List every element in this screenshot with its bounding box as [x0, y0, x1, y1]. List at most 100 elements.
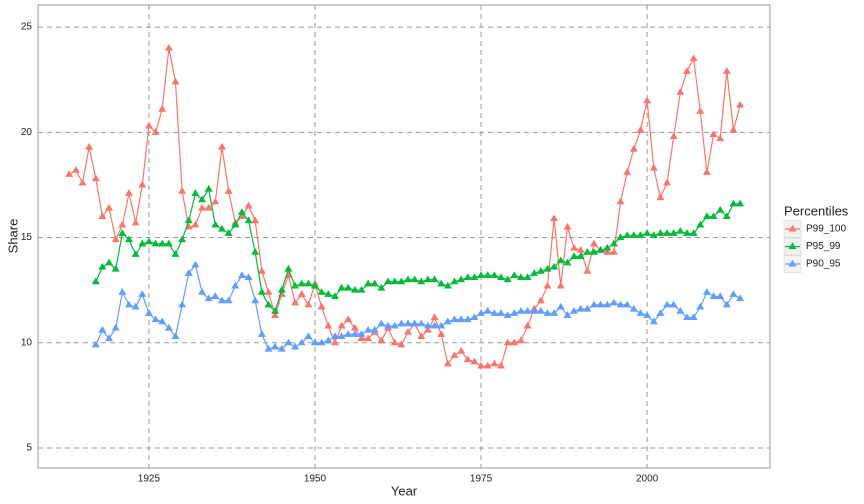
- data-point: [470, 357, 479, 365]
- data-point: [231, 220, 240, 228]
- data-point: [510, 338, 519, 346]
- data-point: [629, 304, 638, 312]
- panel: [37, 4, 771, 469]
- data-point: [629, 144, 638, 152]
- data-point: [191, 220, 200, 228]
- data-point: [324, 336, 333, 344]
- data-point: [111, 264, 120, 272]
- data-point: [689, 54, 698, 62]
- data-point: [669, 300, 678, 308]
- legend-label: P99_100: [806, 224, 846, 235]
- legend-marker: [788, 259, 797, 267]
- data-point: [224, 187, 233, 194]
- data-point: [91, 340, 100, 348]
- data-point: [397, 319, 406, 327]
- data-point: [589, 248, 598, 255]
- y-tick-label: 5: [26, 443, 32, 454]
- data-point: [643, 311, 652, 318]
- data-point: [609, 248, 618, 255]
- data-point: [164, 323, 173, 331]
- data-point: [237, 271, 246, 278]
- data-point: [297, 290, 306, 297]
- data-point: [576, 245, 585, 253]
- legend-label: P90_95: [806, 259, 841, 270]
- data-point: [98, 262, 107, 270]
- data-point: [78, 178, 87, 186]
- data-point: [91, 277, 100, 285]
- data-point: [623, 300, 632, 308]
- series-line: [68, 48, 741, 367]
- data-point: [736, 199, 745, 207]
- data-point: [317, 302, 326, 310]
- data-point: [118, 288, 127, 295]
- data-point: [277, 344, 286, 352]
- data-point: [656, 229, 665, 236]
- data-point: [483, 271, 492, 278]
- data-point: [563, 311, 572, 318]
- data-point: [337, 283, 346, 291]
- data-point: [709, 130, 718, 137]
- data-point: [304, 332, 313, 339]
- data-point: [423, 321, 432, 329]
- data-point: [596, 245, 605, 253]
- data-point: [271, 342, 280, 350]
- data-point: [257, 330, 266, 337]
- data-point: [204, 203, 213, 211]
- data-point: [330, 332, 339, 339]
- y-tick-label: 15: [21, 232, 33, 243]
- data-point: [689, 229, 698, 236]
- data-point: [603, 248, 612, 255]
- data-point: [410, 275, 419, 283]
- data-point: [716, 292, 725, 299]
- data-point: [191, 189, 200, 196]
- data-point: [91, 174, 100, 182]
- data-point: [437, 330, 446, 337]
- data-point: [616, 233, 625, 241]
- data-point: [616, 197, 625, 205]
- data-point: [138, 239, 147, 247]
- data-point: [503, 311, 512, 318]
- data-point: [437, 279, 446, 287]
- data-point: [237, 208, 246, 215]
- data-point: [191, 260, 200, 268]
- data-point: [158, 239, 167, 247]
- data-point: [722, 300, 731, 308]
- data-point: [138, 290, 147, 297]
- data-point: [516, 307, 525, 314]
- data-point: [204, 184, 213, 192]
- data-point: [211, 197, 220, 205]
- data-point: [218, 224, 226, 232]
- data-point: [636, 231, 645, 238]
- data-point: [271, 311, 280, 318]
- data-point: [151, 315, 160, 323]
- data-point: [297, 338, 306, 346]
- data-point: [423, 275, 432, 283]
- data-point: [158, 104, 167, 112]
- data-point: [311, 338, 319, 346]
- data-point: [244, 216, 253, 224]
- data-point: [483, 361, 492, 369]
- data-point: [357, 285, 366, 293]
- data-point: [251, 216, 260, 224]
- data-point: [111, 323, 120, 331]
- data-point: [477, 361, 486, 369]
- data-point: [510, 271, 519, 278]
- data-point: [576, 252, 585, 260]
- data-point: [231, 281, 240, 289]
- data-point: [563, 222, 572, 230]
- data-point: [224, 229, 233, 236]
- data-point: [496, 309, 505, 316]
- data-point: [643, 96, 652, 104]
- data-point: [556, 256, 565, 264]
- data-point: [144, 121, 153, 129]
- data-point: [277, 285, 286, 293]
- data-point: [729, 126, 738, 133]
- x-tick-label: 1950: [304, 474, 327, 485]
- data-point: [450, 351, 459, 358]
- data-point: [716, 134, 725, 142]
- data-point: [65, 170, 74, 177]
- data-point: [171, 250, 180, 257]
- data-point: [443, 317, 452, 325]
- data-point: [463, 273, 472, 281]
- data-point: [596, 300, 605, 308]
